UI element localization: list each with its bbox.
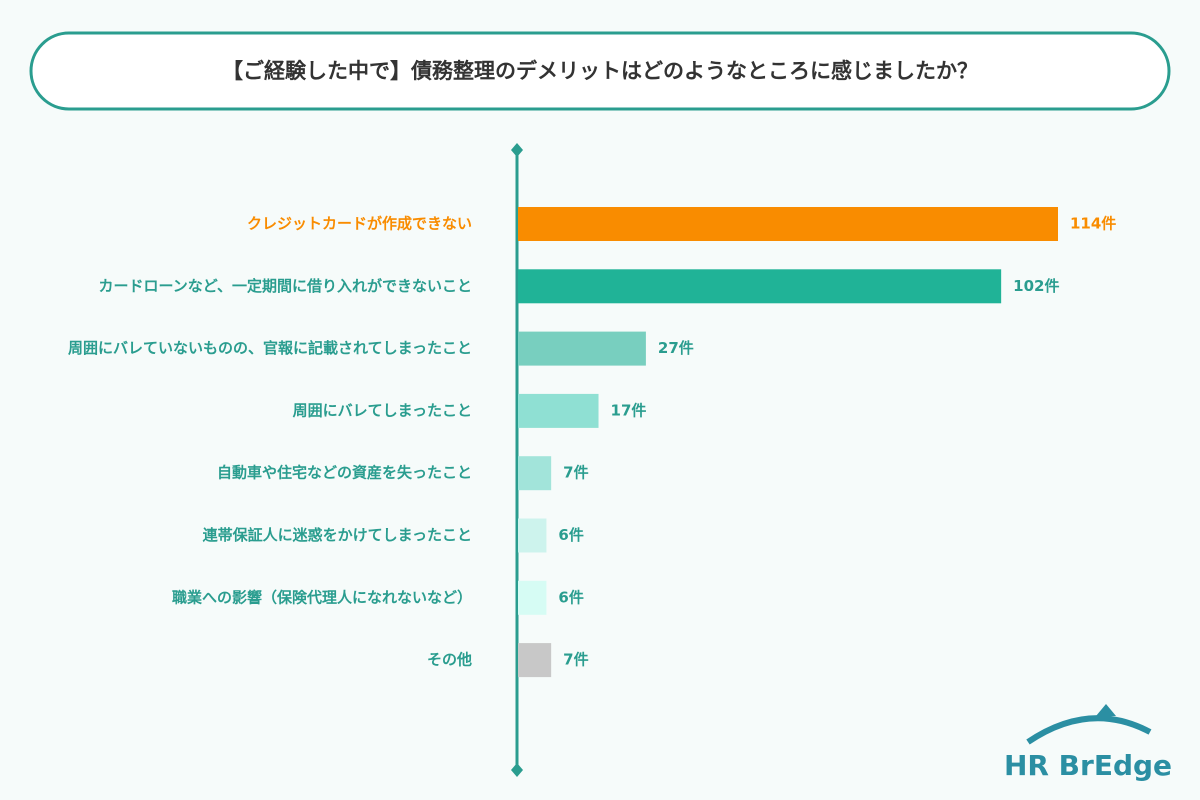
category-label: 職業への影響（保険代理人になれないなど）	[172, 588, 472, 606]
title-box	[29, 31, 1171, 111]
value-label: 7件	[563, 464, 588, 482]
category-label: 自動車や住宅などの資産を失ったこと	[217, 464, 472, 482]
logo: HR BrEdge	[1004, 749, 1172, 782]
category-label: クレジットカードが作成できない	[247, 215, 472, 233]
category-label: 連帯保証人に迷惑をかけてしまったこと	[203, 526, 472, 544]
category-label: カードローンなど、一定期間に借り入れができないこと	[98, 277, 472, 295]
value-label: 6件	[558, 588, 583, 606]
bar	[518, 331, 646, 366]
value-label: 27件	[658, 339, 694, 357]
bar	[518, 643, 552, 678]
value-label: 114件	[1070, 215, 1116, 233]
axis-cap	[511, 143, 523, 157]
category-label: その他	[427, 651, 472, 669]
category-label: 周囲にバレてしまったこと	[293, 401, 472, 419]
bar	[518, 393, 599, 428]
bar	[518, 518, 547, 553]
bar	[518, 580, 547, 615]
logo-peak	[1096, 704, 1116, 716]
value-label: 102件	[1013, 277, 1059, 295]
category-label: 周囲にバレていないものの、官報に記載されてしまったこと	[68, 339, 472, 357]
bar	[518, 269, 1002, 304]
value-label: 17件	[611, 401, 647, 419]
axis-cap	[511, 763, 523, 777]
logo-arc	[1026, 715, 1152, 745]
value-label: 7件	[563, 651, 588, 669]
value-label: 6件	[558, 526, 583, 544]
bar	[518, 456, 552, 491]
bar	[518, 207, 1058, 241]
chart-title: 【ご経験した中で】債務整理のデメリットはどのようなところに感じましたか？	[222, 59, 978, 83]
